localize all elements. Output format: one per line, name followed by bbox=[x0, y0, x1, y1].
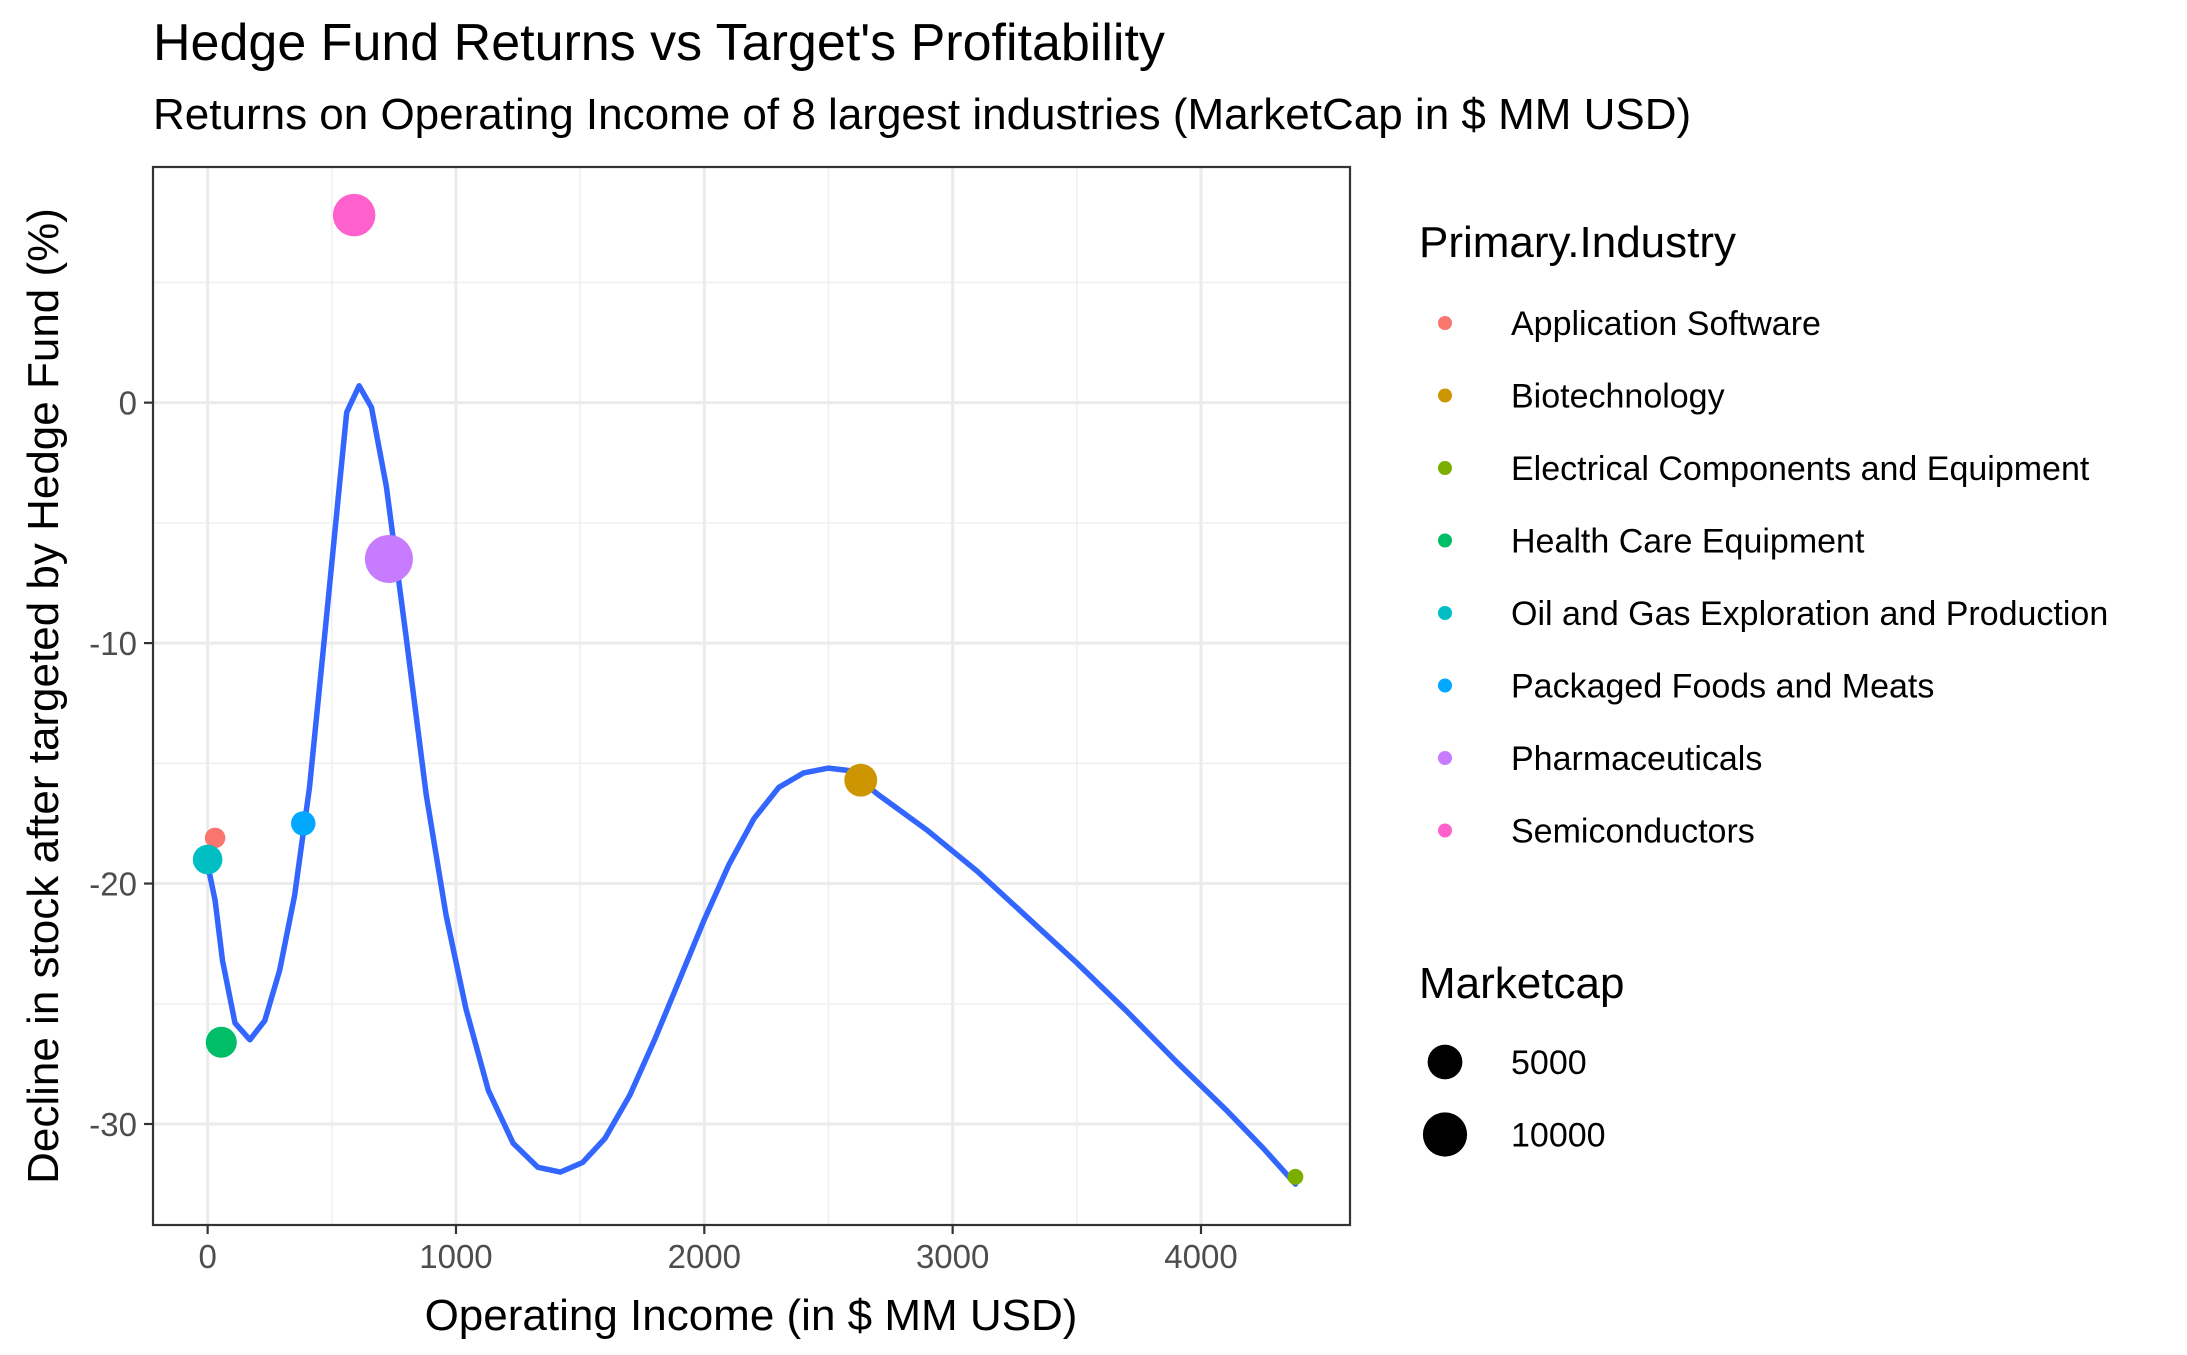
x-tick-label: 4000 bbox=[1164, 1238, 1237, 1275]
legend-key bbox=[1438, 388, 1452, 403]
x-tick-label: 3000 bbox=[916, 1238, 989, 1275]
size-legend-key bbox=[1427, 1044, 1463, 1080]
y-axis-ticks: -30 -20 -10 0 bbox=[89, 385, 153, 1143]
size-legend-label: 5000 bbox=[1511, 1044, 1587, 1082]
y-tick-label: -30 bbox=[89, 1106, 137, 1143]
trend-line-group bbox=[204, 383, 1299, 1187]
y-tick-label: -10 bbox=[89, 625, 137, 662]
size-legend-key bbox=[1422, 1112, 1468, 1157]
x-axis-title: Operating Income (in $ MM USD) bbox=[425, 1291, 1078, 1340]
legend-key bbox=[1438, 751, 1452, 765]
x-tick-label: 2000 bbox=[668, 1238, 741, 1275]
legend-label: Oil and Gas Exploration and Production bbox=[1511, 595, 2108, 633]
legend-label: Pharmaceuticals bbox=[1511, 740, 1762, 778]
x-tick-label: 1000 bbox=[419, 1238, 492, 1275]
plot-panel bbox=[153, 167, 1350, 1225]
legend-label: Biotechnology bbox=[1511, 378, 1725, 416]
grid-lines bbox=[153, 167, 1350, 1225]
legend-key bbox=[1438, 533, 1452, 548]
legend-key bbox=[1438, 678, 1452, 693]
legend-label: Semiconductors bbox=[1511, 813, 1755, 851]
legend-key bbox=[1438, 606, 1452, 620]
legend-key bbox=[1438, 823, 1452, 838]
x-tick-label: 0 bbox=[198, 1238, 216, 1275]
trend-line bbox=[204, 383, 1299, 1187]
plot-border bbox=[151, 165, 1352, 1227]
data-point bbox=[332, 193, 376, 237]
size-legend: Marketcap 5000 10000 bbox=[1419, 959, 1624, 1157]
legend-label: Application Software bbox=[1511, 305, 1821, 343]
legend-label: Health Care Equipment bbox=[1511, 523, 1865, 561]
y-tick-label: -20 bbox=[89, 866, 137, 903]
data-point bbox=[844, 763, 878, 797]
y-axis-title: Decline in stock after targeted by Hedge… bbox=[19, 208, 68, 1184]
legend-label: Electrical Components and Equipment bbox=[1511, 450, 2090, 488]
color-legend: Primary.Industry Application Software Bio… bbox=[1419, 218, 2108, 851]
legend-key bbox=[1438, 316, 1452, 330]
y-tick-label: 0 bbox=[119, 385, 137, 422]
color-legend-title: Primary.Industry bbox=[1419, 218, 1736, 267]
chart-subtitle: Returns on Operating Income of 8 largest… bbox=[153, 90, 1691, 139]
data-point bbox=[192, 844, 223, 875]
legend-label: Packaged Foods and Meats bbox=[1511, 668, 1934, 706]
size-legend-title: Marketcap bbox=[1419, 959, 1624, 1008]
x-axis-ticks: 0 1000 2000 3000 4000 bbox=[198, 1225, 1238, 1275]
data-point bbox=[1287, 1168, 1304, 1185]
legend-key bbox=[1438, 461, 1452, 475]
size-legend-label: 10000 bbox=[1511, 1117, 1606, 1155]
data-point bbox=[291, 811, 316, 836]
data-point bbox=[205, 1026, 237, 1058]
data-point bbox=[364, 534, 413, 583]
data-point bbox=[204, 827, 226, 849]
chart-title: Hedge Fund Returns vs Target's Profitabi… bbox=[153, 14, 1165, 72]
data-points bbox=[192, 193, 1304, 1185]
